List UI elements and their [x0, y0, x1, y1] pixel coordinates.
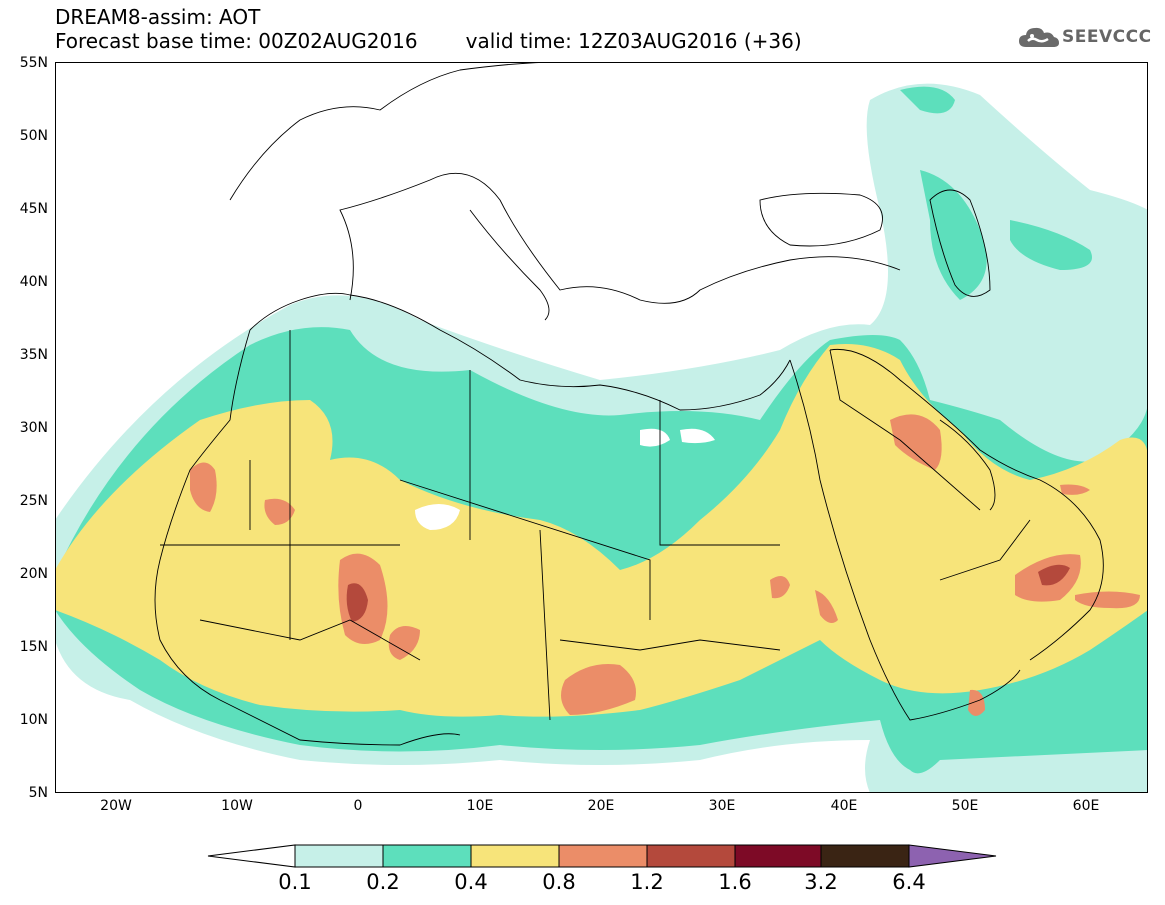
aot-band-0.8-k	[1060, 484, 1090, 495]
lat-label-55n: 55N	[19, 55, 48, 71]
coast-atlantic-africa	[154, 329, 461, 746]
aot-band-0.8-i	[770, 576, 790, 599]
lat-label-40n: 40N	[19, 274, 48, 290]
border-middle-east	[829, 349, 1031, 581]
colorbar-label-0.8: 0.8	[542, 870, 576, 894]
colorbar-label-0.4: 0.4	[454, 870, 488, 894]
colorbar-segment-5	[646, 844, 736, 868]
border-sahara-b	[199, 619, 781, 661]
lon-label-40e: 40E	[830, 798, 858, 814]
coast-west-africa	[249, 292, 791, 411]
seevccc-logo: SEEVCCC	[1018, 22, 1152, 52]
border-sahara-a	[160, 330, 780, 721]
lat-label-25n: 25N	[19, 493, 48, 509]
colorbar-label-1.6: 1.6	[718, 870, 752, 894]
aot-fields	[55, 83, 1148, 793]
lat-label-20n: 20N	[19, 566, 48, 582]
aot-band-1.2-b	[1038, 564, 1070, 586]
lat-label-35n: 35N	[19, 347, 48, 363]
lon-label-10e: 10E	[466, 798, 494, 814]
lon-label-60e: 60E	[1072, 798, 1100, 814]
lon-label-20w: 20W	[100, 798, 132, 814]
aot-band-0.8-h	[1075, 591, 1140, 609]
coast-persian-gulf	[939, 419, 996, 511]
coast-europe-south	[339, 172, 901, 304]
coast-caspian	[929, 189, 991, 297]
lat-label-10n: 10N	[19, 712, 48, 728]
aot-band-0.1-spot-c	[680, 428, 715, 444]
aot-band-0.8-d	[388, 626, 420, 660]
aot-band-0.1-spot-a	[415, 504, 460, 530]
colorbar-label-1.2: 1.2	[630, 870, 664, 894]
colorbar-label-3.2: 3.2	[804, 870, 838, 894]
colorbar-segment-7	[820, 844, 910, 868]
coast-black-sea	[759, 192, 883, 247]
map-frame	[55, 62, 1148, 793]
colorbar-arrow-high	[908, 844, 997, 868]
aot-band-0.8-j	[815, 590, 838, 624]
aot-band-0.8-f	[890, 414, 942, 470]
lon-label-20e: 20E	[587, 798, 615, 814]
aot-band-0.8-a	[190, 462, 217, 512]
lon-label-50e: 50E	[951, 798, 979, 814]
lon-label-0: 0	[353, 798, 363, 814]
base-time: Forecast base time: 00Z02AUG2016	[55, 29, 418, 53]
lat-label-15n: 15N	[19, 639, 48, 655]
aot-band-0.4	[55, 344, 1148, 717]
coast-red-sea	[789, 359, 1021, 721]
valid-time: valid time: 12Z03AUG2016 (+36)	[465, 29, 802, 53]
coast-arabia	[829, 348, 1104, 661]
lat-label-45n: 45N	[19, 201, 48, 217]
colorbar-segment-1	[294, 844, 384, 868]
aot-band-0.2-east	[1010, 220, 1092, 270]
colorbar-label-0.2: 0.2	[366, 870, 400, 894]
lon-label-30e: 30E	[708, 798, 736, 814]
colorbar-label-6.4: 6.4	[892, 870, 926, 894]
aot-band-0.8-b	[264, 498, 295, 525]
aot-band-0.2-caspian	[920, 170, 987, 300]
aot-band-0.8-l	[968, 689, 985, 716]
logo-text: SEEVCCC	[1062, 27, 1152, 47]
colorbar-segment-2	[382, 844, 472, 868]
chart-title: DREAM8-assim: AOT	[55, 5, 261, 29]
aot-band-1.2-a	[346, 583, 368, 622]
lon-label-10w: 10W	[221, 798, 253, 814]
colorbar-label-0.1: 0.1	[278, 870, 312, 894]
colorbar-segment-4	[558, 844, 648, 868]
lat-label-30n: 30N	[19, 420, 48, 436]
forecast-times: Forecast base time: 00Z02AUG2016 valid ti…	[55, 30, 802, 52]
coast-europe-north	[229, 62, 561, 201]
aot-band-0.2-ukraine	[900, 86, 955, 114]
colorbar-segment-6	[734, 844, 822, 868]
coastlines	[154, 62, 1104, 746]
cloud-icon	[1019, 27, 1059, 47]
lat-label-5n: 5N	[28, 785, 48, 801]
coast-italy	[469, 209, 550, 321]
colorbar-arrow-low	[207, 844, 296, 868]
aot-band-0.1-spot-b	[640, 428, 670, 447]
aot-band-0.8-e	[561, 664, 636, 715]
colorbar-segment-3	[470, 844, 560, 868]
lat-label-50n: 50N	[19, 128, 48, 144]
